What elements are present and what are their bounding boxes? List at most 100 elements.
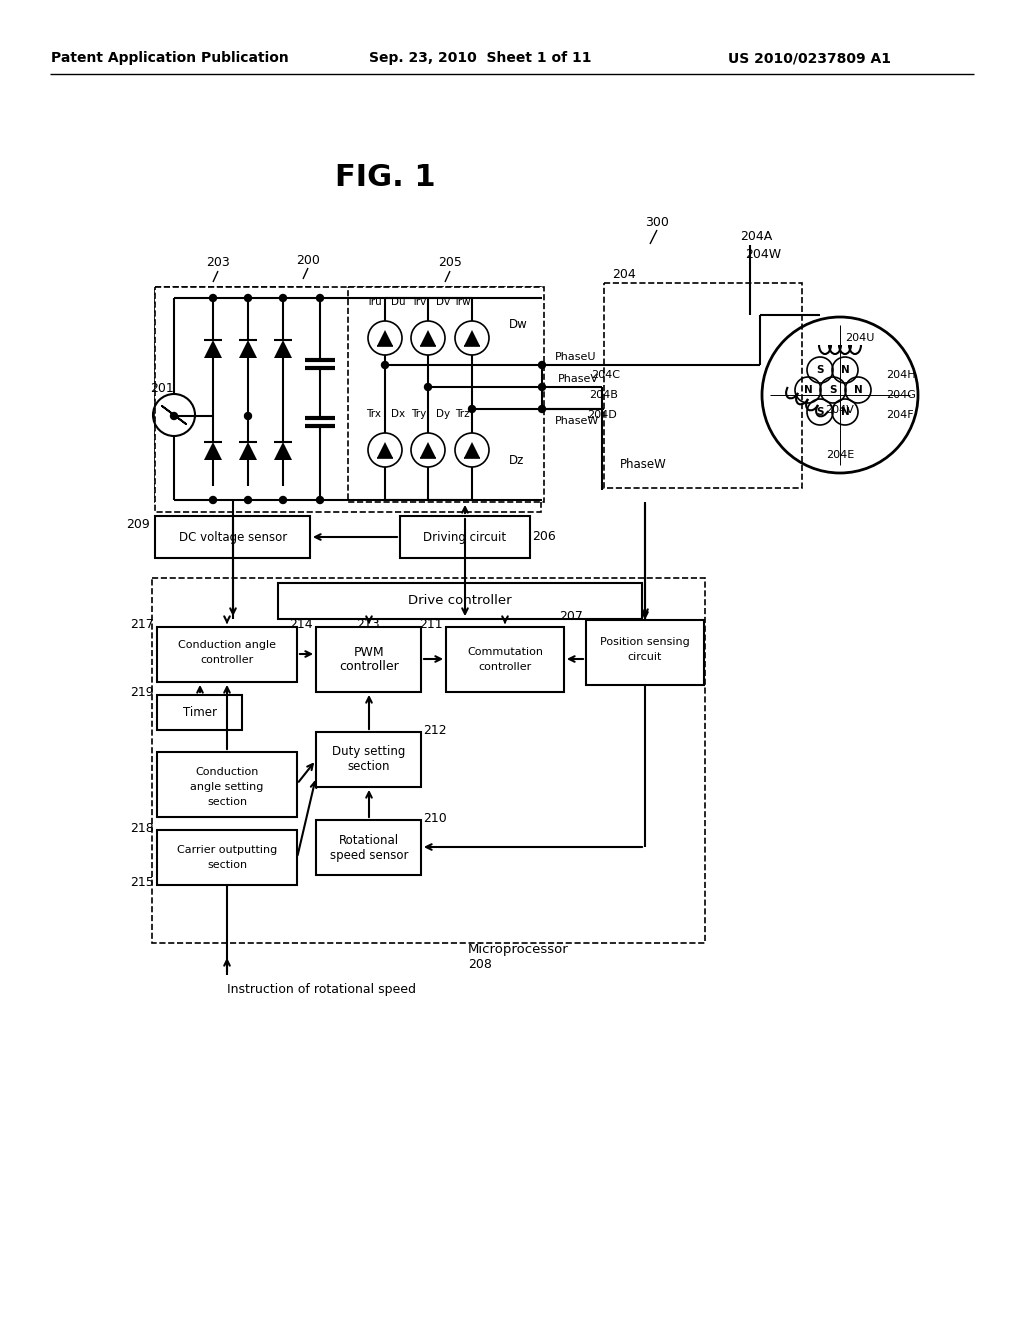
Text: 215: 215 — [130, 875, 154, 888]
Text: 204C: 204C — [591, 370, 620, 380]
Text: section: section — [207, 861, 247, 870]
Text: Conduction angle: Conduction angle — [178, 640, 276, 649]
Text: 204U: 204U — [845, 333, 874, 343]
Text: Dv: Dv — [436, 297, 451, 308]
Polygon shape — [377, 330, 393, 346]
Text: controller: controller — [201, 655, 254, 665]
Bar — [316, 733, 421, 787]
Text: 203: 203 — [206, 256, 229, 269]
Text: 209: 209 — [126, 517, 150, 531]
Bar — [348, 286, 544, 502]
Polygon shape — [204, 341, 222, 358]
Text: Trv: Trv — [412, 297, 427, 308]
Text: N: N — [854, 385, 862, 395]
Circle shape — [316, 294, 324, 301]
Polygon shape — [464, 330, 480, 346]
Bar — [604, 282, 802, 488]
Circle shape — [245, 294, 252, 301]
Text: Try: Try — [412, 409, 427, 418]
Text: PhaseW: PhaseW — [620, 458, 667, 471]
Bar — [155, 286, 315, 502]
Text: 207: 207 — [559, 610, 583, 623]
Bar — [157, 752, 297, 817]
Text: N: N — [841, 407, 849, 417]
Text: 300: 300 — [645, 215, 669, 228]
Polygon shape — [420, 442, 436, 458]
Text: 204B: 204B — [589, 389, 618, 400]
Text: Trz: Trz — [455, 409, 469, 418]
Text: Rotational: Rotational — [339, 833, 399, 846]
Text: N: N — [804, 385, 812, 395]
Polygon shape — [274, 341, 292, 358]
Text: Driving circuit: Driving circuit — [424, 531, 507, 544]
Text: Dy: Dy — [436, 409, 451, 418]
Text: 219: 219 — [130, 686, 154, 700]
Bar — [157, 696, 242, 730]
Bar — [316, 820, 421, 875]
Text: circuit: circuit — [628, 652, 663, 663]
Text: S: S — [829, 385, 837, 395]
Text: 210: 210 — [423, 812, 446, 825]
Text: S: S — [816, 407, 823, 417]
Circle shape — [245, 496, 252, 503]
Text: Trw: Trw — [454, 297, 471, 308]
Text: Dz: Dz — [509, 454, 524, 466]
Text: Tru: Tru — [367, 297, 382, 308]
Text: section: section — [348, 760, 390, 774]
Text: Drive controller: Drive controller — [409, 594, 512, 607]
Bar — [157, 627, 297, 682]
Circle shape — [245, 412, 252, 420]
Text: 204G: 204G — [886, 389, 915, 400]
Circle shape — [539, 384, 546, 391]
Text: angle setting: angle setting — [190, 781, 264, 792]
Text: S: S — [816, 366, 823, 375]
Text: section: section — [207, 797, 247, 807]
Text: 206: 206 — [532, 531, 556, 544]
Text: 214: 214 — [290, 619, 313, 631]
Text: 201: 201 — [151, 381, 174, 395]
Circle shape — [210, 294, 216, 301]
Text: Commutation: Commutation — [467, 647, 543, 657]
Text: Microprocessor: Microprocessor — [468, 944, 568, 957]
Bar — [316, 627, 421, 692]
Polygon shape — [377, 442, 393, 458]
Text: 218: 218 — [130, 821, 154, 834]
Text: Position sensing: Position sensing — [600, 638, 690, 647]
Bar — [278, 583, 642, 619]
Bar — [400, 516, 530, 558]
Circle shape — [280, 294, 287, 301]
Polygon shape — [239, 341, 257, 358]
Polygon shape — [464, 442, 480, 458]
Text: 204: 204 — [612, 268, 636, 281]
Circle shape — [425, 384, 431, 391]
Text: 213: 213 — [356, 619, 380, 631]
Text: Sep. 23, 2010  Sheet 1 of 11: Sep. 23, 2010 Sheet 1 of 11 — [369, 51, 591, 65]
Text: Patent Application Publication: Patent Application Publication — [51, 51, 289, 65]
Circle shape — [382, 362, 388, 368]
Text: Duty setting: Duty setting — [333, 746, 406, 759]
Text: Trx: Trx — [367, 409, 382, 418]
Text: Carrier outputting: Carrier outputting — [177, 845, 278, 855]
Text: 204H: 204H — [886, 370, 915, 380]
Text: N: N — [841, 366, 849, 375]
Text: 204A: 204A — [740, 231, 772, 243]
Text: 204E: 204E — [826, 450, 854, 459]
Text: PhaseW: PhaseW — [555, 416, 599, 426]
Bar — [586, 620, 705, 685]
Circle shape — [539, 362, 546, 368]
Text: Timer: Timer — [183, 706, 217, 719]
Text: controller: controller — [339, 660, 399, 673]
Circle shape — [171, 412, 177, 420]
Text: PhaseU: PhaseU — [555, 352, 597, 362]
Polygon shape — [204, 442, 222, 459]
Circle shape — [210, 496, 216, 503]
Text: 211: 211 — [420, 619, 443, 631]
Text: Dw: Dw — [509, 318, 527, 331]
Text: Conduction: Conduction — [196, 767, 259, 777]
Polygon shape — [274, 442, 292, 459]
Polygon shape — [239, 442, 257, 459]
Circle shape — [280, 496, 287, 503]
Text: PWM: PWM — [353, 645, 384, 659]
Text: US 2010/0237809 A1: US 2010/0237809 A1 — [728, 51, 892, 65]
Text: controller: controller — [478, 663, 531, 672]
